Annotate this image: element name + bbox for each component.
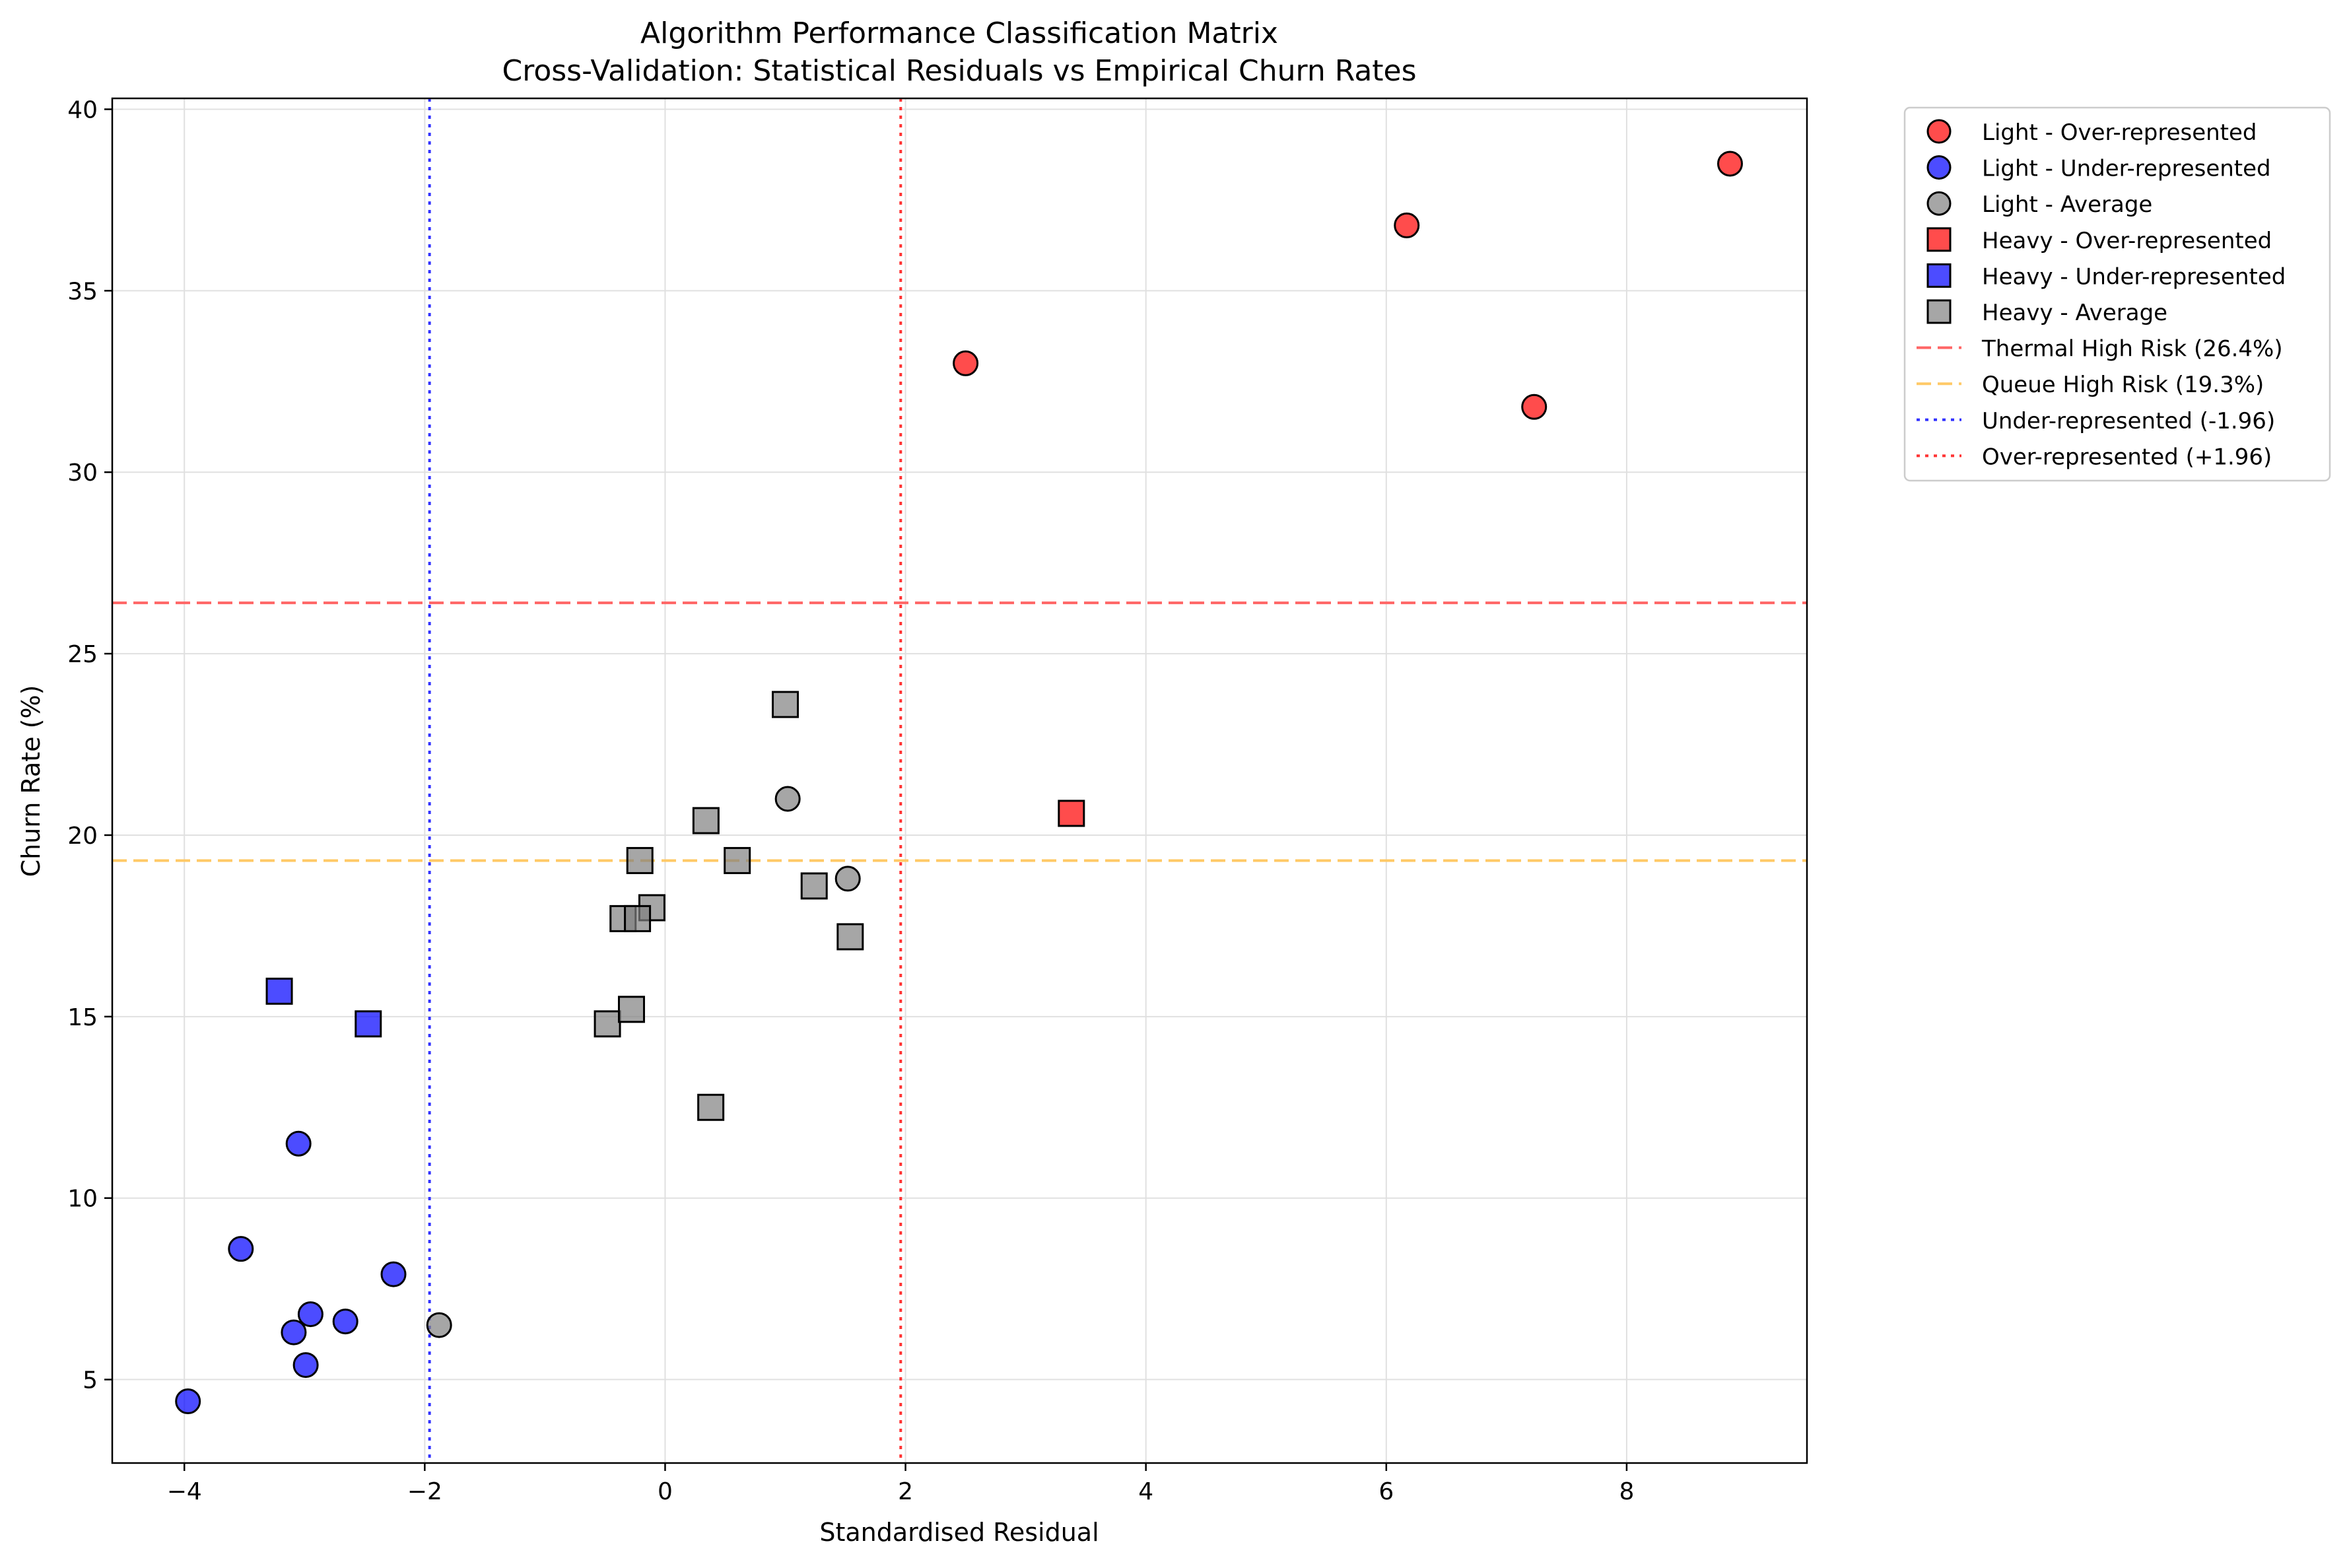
x-tick-label: 2 — [898, 1478, 913, 1505]
legend-marker — [1926, 191, 1952, 216]
data-point — [774, 786, 801, 812]
legend-label: Heavy - Under-represented — [1982, 263, 2286, 290]
x-axis-ticks: −4 −2 0 2 4 6 8 — [167, 1463, 1634, 1505]
data-point — [175, 1388, 201, 1415]
legend: Light - Over-represented Light - Under-re… — [1903, 106, 2331, 482]
legend-label: Light - Average — [1982, 191, 2152, 218]
data-point — [953, 350, 979, 376]
data-point — [800, 872, 828, 900]
legend-label: Queue High Risk (19.3%) — [1982, 372, 2264, 398]
legend-label: Light - Over-represented — [1982, 119, 2257, 146]
chart-title: Algorithm Performance Classification Mat… — [640, 17, 1278, 50]
series-group — [594, 691, 864, 1121]
data-point — [228, 1236, 254, 1262]
legend-label: Heavy - Average — [1982, 300, 2167, 326]
legend-label: Under-represented (-1.96) — [1982, 408, 2275, 434]
series-group — [1058, 800, 1085, 827]
data-point — [692, 807, 720, 835]
series-group — [426, 786, 861, 1338]
legend-marker — [1926, 155, 1952, 180]
data-point — [624, 904, 652, 932]
data-point — [332, 1309, 358, 1335]
plot-frame — [111, 97, 1808, 1464]
data-point — [426, 1312, 452, 1338]
legend-marker — [1926, 299, 1952, 324]
x-tick-label: 6 — [1378, 1478, 1394, 1505]
data-point — [281, 1319, 307, 1346]
y-tick-label: 15 — [67, 1004, 98, 1031]
x-tick-label: 0 — [658, 1478, 673, 1505]
data-point — [1521, 393, 1548, 420]
y-tick-label: 30 — [67, 460, 98, 487]
data-point — [724, 846, 751, 874]
data-point — [355, 1010, 382, 1038]
y-axis-ticks: 5 10 15 20 25 30 35 40 — [67, 96, 112, 1394]
y-tick-label: 40 — [67, 96, 98, 123]
x-axis-label: Standardised Residual — [819, 1518, 1099, 1547]
x-tick-label: 8 — [1619, 1478, 1634, 1505]
data-point — [594, 1010, 621, 1038]
series-group — [953, 151, 1743, 420]
legend-marker — [1926, 227, 1952, 252]
data-point — [836, 923, 864, 951]
data-point — [1717, 151, 1743, 177]
legend-marker — [1926, 263, 1952, 288]
data-point — [292, 1352, 319, 1379]
reference-lines — [112, 98, 1807, 1463]
data-point — [297, 1301, 323, 1328]
y-tick-label: 20 — [67, 823, 98, 850]
data-point — [697, 1093, 725, 1121]
data-point — [1394, 212, 1420, 238]
data-point — [285, 1130, 312, 1157]
legend-label: Light - Under-represented — [1982, 156, 2271, 182]
data-points — [175, 151, 1743, 1415]
y-tick-label: 5 — [83, 1367, 98, 1394]
legend-marker — [1926, 119, 1952, 144]
series-group — [265, 977, 382, 1038]
x-tick-label: −2 — [407, 1478, 442, 1505]
x-tick-label: −4 — [167, 1478, 202, 1505]
series-group — [175, 1130, 407, 1415]
legend-label: Thermal High Risk (26.4%) — [1981, 336, 2283, 362]
data-point — [265, 977, 293, 1005]
legend-label: Over-represented (+1.96) — [1982, 444, 2272, 470]
x-tick-label: 4 — [1138, 1478, 1153, 1505]
chart-subtitle: Cross-Validation: Statistical Residuals … — [502, 54, 1416, 88]
data-point — [834, 866, 861, 892]
legend-frame — [1903, 106, 2331, 482]
data-point — [617, 996, 645, 1023]
data-point — [626, 846, 654, 874]
y-tick-label: 35 — [67, 278, 98, 305]
grid — [112, 98, 1807, 1463]
y-axis-label: Churn Rate (%) — [17, 685, 46, 877]
y-tick-label: 10 — [67, 1186, 98, 1213]
data-point — [380, 1261, 407, 1287]
legend-label: Heavy - Over-represented — [1982, 228, 2272, 254]
y-tick-label: 25 — [67, 641, 98, 668]
data-point — [1058, 800, 1085, 827]
data-point — [772, 691, 799, 718]
